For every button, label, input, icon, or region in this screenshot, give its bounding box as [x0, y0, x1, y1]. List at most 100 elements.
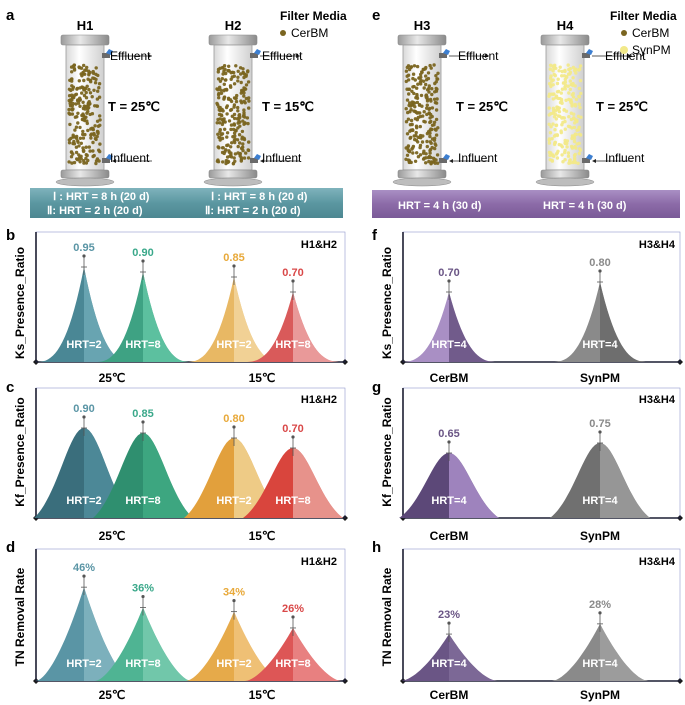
reactor-name-h3: H3: [414, 18, 431, 33]
filter-media-bead: [96, 89, 100, 93]
filter-media-bead: [567, 97, 571, 102]
filter-media-bead: [72, 160, 77, 165]
filter-media-bead: [219, 91, 224, 96]
filter-media-bead: [554, 96, 558, 100]
filter-media-bead: [432, 120, 437, 125]
effluent-port: [250, 53, 258, 58]
filter-media-bead: [428, 134, 432, 139]
error-dot-b-1: [141, 259, 145, 263]
influent-valve-icon: [254, 154, 261, 160]
column-base: [203, 177, 263, 187]
filter-media-bead: [236, 126, 240, 130]
value-label-d-3: 26%: [282, 603, 304, 615]
filter-media-bead: [217, 105, 221, 109]
filter-media-bead: [573, 158, 577, 162]
filter-media-bead: [230, 70, 235, 75]
filter-media-bead: [221, 72, 225, 76]
influent-port: [582, 158, 590, 163]
filter-media-bead: [78, 96, 82, 100]
filter-media-bead: [79, 66, 84, 70]
filter-media-bead: [436, 71, 440, 76]
filter-media-bead: [429, 155, 433, 160]
filter-media-bead: [415, 64, 420, 69]
filter-media-bead: [555, 156, 560, 160]
filter-media-bead: [98, 118, 102, 122]
hrt-label-b-3: HRT=8: [275, 339, 310, 351]
filter-media-bead: [566, 72, 571, 76]
hrt-label-d-0: HRT=2: [66, 658, 101, 670]
filter-media-bead: [241, 67, 245, 71]
tag-f: H3&H4: [639, 239, 676, 251]
legend-swatch-synpm-e: [620, 46, 628, 54]
peak-highlight-d-1: [143, 607, 191, 681]
filter-media-bead: [235, 138, 240, 142]
filter-media-bead: [76, 139, 80, 143]
filter-media-bead: [67, 160, 71, 164]
filter-media-bead: [219, 88, 223, 92]
filter-media-bead: [577, 141, 581, 145]
filter-media-bead: [233, 140, 237, 145]
chart-g: 0.65 HRT=4 0.75 HRT=4: [399, 387, 683, 521]
column-top-cap: [397, 34, 447, 46]
filter-media-bead: [408, 123, 413, 127]
filter-media-bead: [78, 136, 83, 140]
filter-media-bead: [570, 136, 574, 141]
filter-media-bead: [566, 154, 571, 158]
filter-media-bead: [578, 133, 583, 137]
filter-media-bead: [425, 103, 429, 107]
filter-media-bead: [579, 115, 583, 120]
filter-media-bead: [79, 141, 84, 145]
filter-media-bead: [555, 90, 560, 94]
filter-media-bead: [427, 159, 431, 164]
filter-media-bead: [427, 107, 431, 112]
influent-valve-icon: [443, 154, 450, 160]
filter-media-bead: [95, 104, 99, 108]
filter-media-bead: [568, 158, 572, 162]
filter-media-bead: [407, 92, 411, 96]
effluent-port: [582, 53, 590, 58]
filter-media-bead: [70, 84, 74, 88]
filter-media-bead: [432, 97, 437, 102]
filter-media-bead: [566, 151, 571, 155]
filter-media-bead: [426, 71, 431, 75]
value-label-f-1: 0.80: [589, 257, 610, 269]
filter-media-bead: [92, 76, 97, 81]
filter-media-bead: [72, 142, 77, 146]
filter-media-bead: [560, 69, 564, 74]
peak-highlight-c-2: [234, 438, 284, 518]
filter-media-bead: [428, 148, 432, 153]
effluent-label-h3: Effluent: [458, 49, 499, 63]
filter-media-bead: [579, 91, 583, 96]
peak-highlight-h-1: [600, 623, 648, 681]
value-label-c-3: 0.70: [282, 423, 303, 435]
filter-media-bead: [433, 90, 437, 94]
filter-media-bead: [230, 114, 234, 119]
influent-valve-icon: [106, 154, 113, 160]
filter-media-bead: [70, 107, 74, 112]
column-base: [392, 177, 452, 187]
panel-letter-g: g: [372, 379, 381, 396]
filter-media-bead: [67, 94, 72, 98]
filter-media-bead: [240, 129, 245, 134]
filter-media-bead: [236, 105, 240, 110]
filter-media-bead: [547, 92, 552, 96]
influent-label-h2: Influent: [262, 151, 302, 165]
filter-media-bead: [432, 63, 436, 67]
peak-highlight-c-1: [143, 433, 193, 518]
filter-media-bead: [405, 132, 410, 136]
filter-media-bead: [405, 153, 410, 157]
filter-media-bead: [548, 63, 553, 67]
filter-media-bead: [218, 85, 222, 90]
error-dot-c-0: [82, 415, 86, 419]
filter-media-bead: [550, 159, 555, 163]
filter-media-bead: [217, 135, 221, 140]
filter-media-bead: [78, 125, 82, 130]
value-label-d-0: 46%: [73, 562, 95, 574]
filter-media-bead: [550, 137, 554, 141]
column-base: [535, 177, 595, 187]
filter-media-bead: [411, 72, 416, 76]
filter-media-bead: [67, 107, 71, 112]
filter-media-bead: [555, 133, 559, 137]
filter-media-bead: [79, 157, 83, 161]
filter-media-bead: [97, 95, 102, 99]
